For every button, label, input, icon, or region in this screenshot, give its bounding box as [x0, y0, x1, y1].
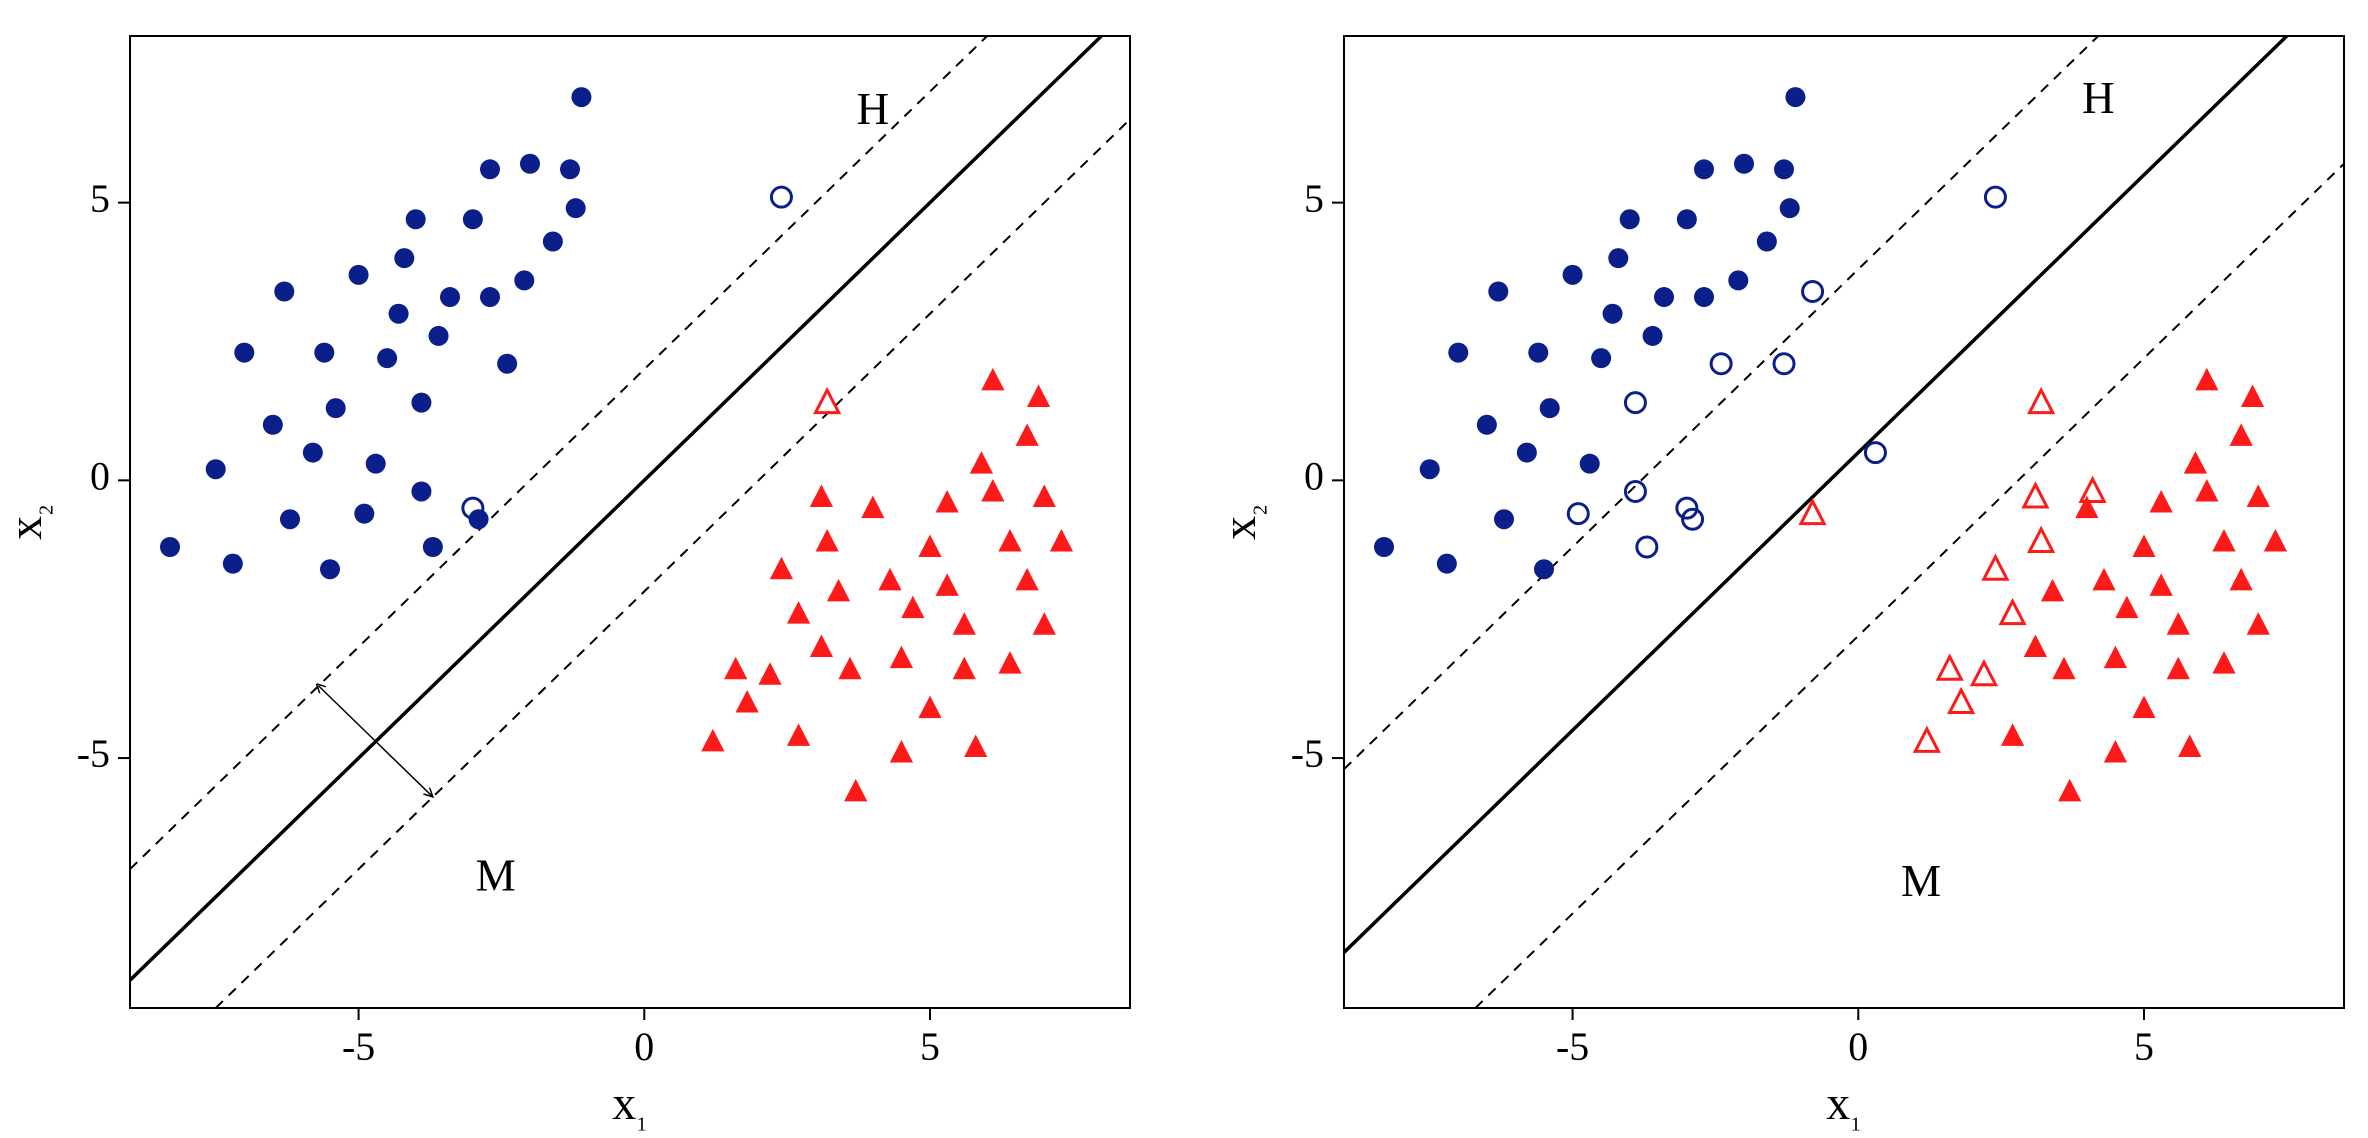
class1-point: [497, 354, 517, 374]
x-tick-label: -5: [1556, 1024, 1589, 1069]
plot-bg: [1344, 36, 2344, 1008]
x-axis-title: x₁: [612, 1077, 648, 1132]
class1-point: [1488, 281, 1508, 301]
y-tick-label: -5: [1291, 731, 1324, 776]
class1-point: [520, 154, 540, 174]
plot-bg: [130, 36, 1130, 1008]
class1-point: [560, 159, 580, 179]
class1-point: [429, 326, 449, 346]
class1-point: [303, 443, 323, 463]
class1-point: [1608, 248, 1628, 268]
x-tick-label: 0: [634, 1024, 654, 1069]
class1-point: [480, 287, 500, 307]
y-tick-label: -5: [77, 731, 110, 776]
class1-point: [411, 393, 431, 413]
class1-point: [571, 87, 591, 107]
figure-container: H M -5 0 5 -5 0 5 x₁ x₂ H M -5 0 5 -5 0 5 x₁ x₂: [0, 0, 2368, 1138]
class1-point: [1620, 209, 1640, 229]
class1-point: [514, 270, 534, 290]
class1-point: [223, 554, 243, 574]
class1-point: [1757, 232, 1777, 252]
x-tick-label: 5: [2134, 1024, 2154, 1069]
class1-point: [314, 343, 334, 363]
class1-point: [1591, 348, 1611, 368]
class1-point: [1774, 159, 1794, 179]
y-axis-title: x₂: [0, 504, 54, 540]
class1-point: [1477, 415, 1497, 435]
class1-point: [480, 159, 500, 179]
class1-point: [1540, 398, 1560, 418]
y-tick-label: 5: [90, 176, 110, 221]
class1-point: [1643, 326, 1663, 346]
class1-point: [1420, 459, 1440, 479]
y-axis-title: x₂: [1213, 504, 1268, 540]
class1-point: [389, 304, 409, 324]
class1-point: [377, 348, 397, 368]
class1-point: [1580, 454, 1600, 474]
y-tick-label: 0: [90, 453, 110, 498]
class1-point: [440, 287, 460, 307]
svm-figure: H M -5 0 5 -5 0 5 x₁ x₂ H M -5 0 5 -5 0 5 x₁ x₂: [0, 0, 2368, 1138]
class1-point: [463, 209, 483, 229]
class1-point: [206, 459, 226, 479]
class1-point: [263, 415, 283, 435]
class1-point: [566, 198, 586, 218]
annotation-m: M: [476, 851, 516, 901]
class1-point: [349, 265, 369, 285]
panel-left: H M -5 0 5 -5 0 5 x₁ x₂: [0, 36, 1130, 1132]
class1-point: [1448, 343, 1468, 363]
annotation-m: M: [1901, 856, 1941, 906]
class1-point: [1563, 265, 1583, 285]
class1-point: [411, 481, 431, 501]
class1-point: [406, 209, 426, 229]
y-tick-label: 0: [1304, 453, 1324, 498]
class1-point: [1654, 287, 1674, 307]
class1-point: [320, 559, 340, 579]
annotation-h: H: [857, 84, 890, 134]
x-axis-title: x₁: [1826, 1077, 1862, 1132]
class1-point: [394, 248, 414, 268]
class1-point: [354, 504, 374, 524]
class1-point: [326, 398, 346, 418]
class1-point: [1734, 154, 1754, 174]
class1-point: [1437, 554, 1457, 574]
class1-point: [1728, 270, 1748, 290]
class1-point: [1534, 559, 1554, 579]
class1-point: [280, 509, 300, 529]
class1-point: [366, 454, 386, 474]
class1-point: [160, 537, 180, 557]
class1-point: [543, 232, 563, 252]
class1-point: [1374, 537, 1394, 557]
class1-point: [234, 343, 254, 363]
class1-point: [1694, 287, 1714, 307]
class1-point: [1780, 198, 1800, 218]
class1-point: [423, 537, 443, 557]
panel-right: H M -5 0 5 -5 0 5 x₁ x₂: [1213, 36, 2344, 1132]
x-tick-label: 0: [1848, 1024, 1868, 1069]
x-tick-label: -5: [342, 1024, 375, 1069]
y-tick-label: 5: [1304, 176, 1324, 221]
class1-point: [1603, 304, 1623, 324]
class1-point: [1694, 159, 1714, 179]
class1-point: [1677, 209, 1697, 229]
class1-point: [1528, 343, 1548, 363]
class1-point: [1494, 509, 1514, 529]
annotation-h: H: [2082, 73, 2115, 123]
x-tick-label: 5: [920, 1024, 940, 1069]
class1-point: [1517, 443, 1537, 463]
class1-point: [274, 281, 294, 301]
class1-point: [1785, 87, 1805, 107]
